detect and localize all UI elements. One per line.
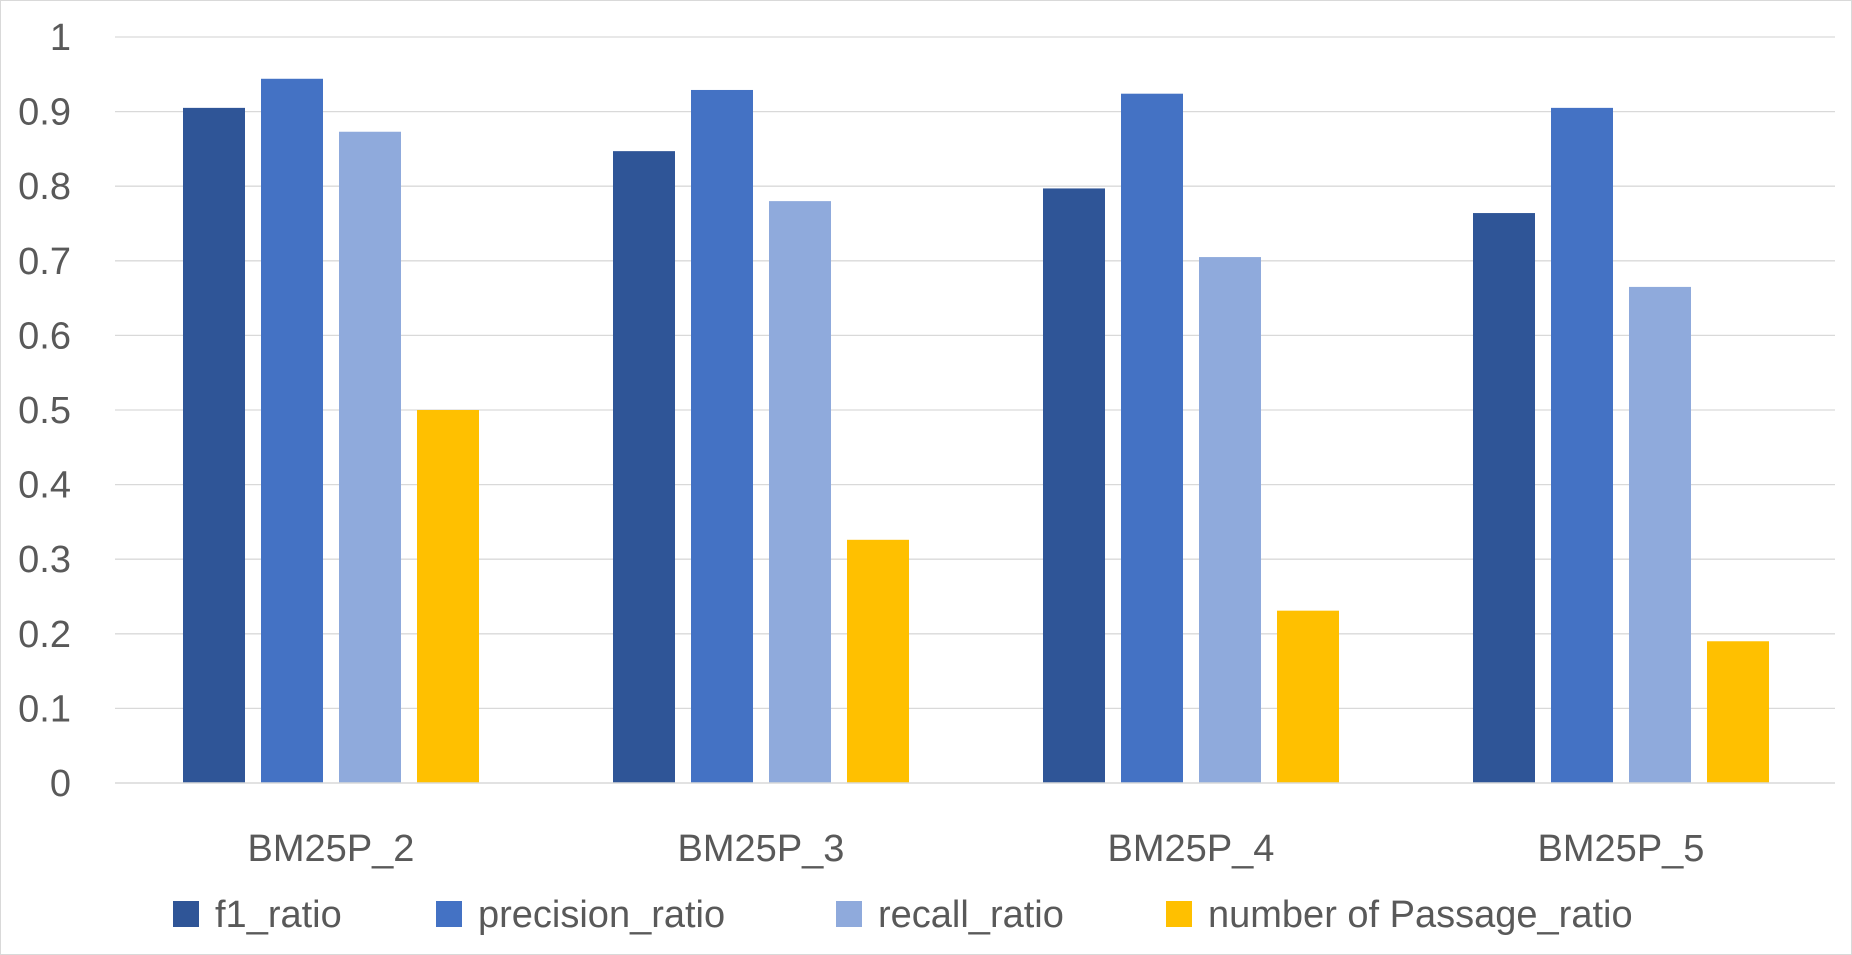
y-tick-label: 0.9 [18, 92, 71, 134]
legend-item: number of Passage_ratio [1166, 894, 1633, 936]
bar-precision_ratio-bm25p_2 [261, 78, 323, 783]
bar-precision_ratio-bm25p_5 [1551, 107, 1613, 784]
bar-number-of-passage_ratio-bm25p_4 [1277, 610, 1339, 783]
y-tick-label: 0.2 [18, 614, 71, 656]
bar-f1_ratio-bm25p_3 [613, 151, 675, 783]
x-axis-labels: BM25P_2 BM25P_3 BM25P_4 BM25P_5 [248, 828, 1705, 870]
bar-f1_ratio-bm25p_5 [1473, 213, 1535, 783]
legend-swatch [1166, 901, 1192, 927]
legend: f1_ratio precision_ratio recall_ratio numbe… [173, 894, 1633, 936]
x-tick-label: BM25P_4 [1108, 828, 1275, 870]
bar-f1_ratio-bm25p_4 [1043, 188, 1105, 784]
bar-recall_ratio-bm25p_2 [339, 131, 401, 783]
x-tick-label: BM25P_2 [248, 828, 415, 870]
y-tick-label: 1 [50, 17, 71, 59]
y-tick-label: 0.6 [18, 315, 71, 357]
bar-recall_ratio-bm25p_5 [1629, 286, 1691, 783]
x-tick-label: BM25P_5 [1538, 828, 1705, 870]
legend-label: precision_ratio [478, 894, 725, 936]
legend-label: f1_ratio [215, 894, 342, 936]
bar-number-of-passage_ratio-bm25p_2 [417, 410, 479, 783]
y-tick-label: 0.3 [18, 539, 71, 581]
y-tick-label: 0.7 [18, 241, 71, 283]
y-tick-label: 0 [50, 763, 71, 805]
bars [183, 78, 1769, 784]
gridlines [115, 36, 1835, 710]
legend-swatch [436, 901, 462, 927]
bar-precision_ratio-bm25p_3 [691, 89, 753, 783]
legend-item: recall_ratio [836, 894, 1064, 936]
bar-precision_ratio-bm25p_4 [1121, 93, 1183, 784]
legend-label: number of Passage_ratio [1208, 894, 1633, 936]
y-tick-label: 0.4 [18, 465, 71, 507]
y-tick-label: 0.1 [18, 688, 71, 730]
legend-label: recall_ratio [878, 894, 1064, 936]
legend-item: precision_ratio [436, 894, 725, 936]
legend-swatch [836, 901, 862, 927]
legend-swatch [173, 901, 199, 927]
x-tick-label: BM25P_3 [678, 828, 845, 870]
legend-item: f1_ratio [173, 894, 342, 936]
y-axis-ticks: 0 0.1 0.2 0.3 0.4 0.5 0.6 0.7 0.8 0.9 1 [18, 17, 71, 805]
bar-recall_ratio-bm25p_4 [1199, 257, 1261, 783]
y-tick-label: 0.8 [18, 166, 71, 208]
bar-recall_ratio-bm25p_3 [769, 201, 831, 783]
bar-number-of-passage_ratio-bm25p_3 [847, 539, 909, 783]
bar-number-of-passage_ratio-bm25p_5 [1707, 641, 1769, 783]
y-tick-label: 0.5 [18, 390, 71, 432]
bar-f1_ratio-bm25p_2 [183, 107, 245, 784]
